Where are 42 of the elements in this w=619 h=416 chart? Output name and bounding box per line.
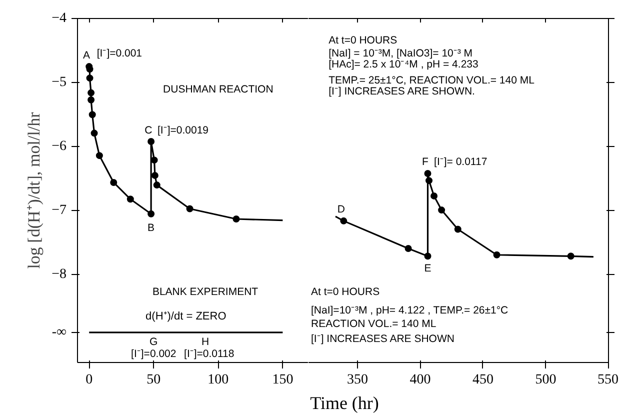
annotation: TEMP.= 25±1°C, REACTION VOL.= 140 ML — [328, 74, 535, 87]
annotation: F — [422, 156, 428, 168]
x-tick-label: 0 — [86, 372, 93, 388]
x-tick-label: 450 — [472, 372, 494, 388]
annotation: BLANK EXPERIMENT — [152, 286, 259, 298]
y-tick-label: −4 — [52, 11, 67, 26]
x-tick-label: 550 — [598, 372, 618, 388]
annotation: C — [144, 124, 153, 137]
series-label: d(H⁺)/dt = ZERO — [146, 310, 227, 322]
y-tick-label: -∞ — [52, 324, 67, 340]
y-tick-label: −7 — [52, 203, 67, 218]
annotation: [HAc]= 2.5 x 10⁻⁴M , pH = 4.233 — [328, 58, 478, 71]
annotation: [I⁻]=0.002 — [131, 348, 176, 360]
annotation: E — [424, 262, 432, 274]
annotation: B — [148, 222, 155, 234]
annotation: A — [83, 50, 90, 62]
annotation: [I⁻] INCREASES ARE SHOWN — [311, 332, 454, 345]
annotation: [I⁻]= 0.0117 — [434, 156, 488, 168]
y-tick-label: −6 — [52, 139, 67, 154]
y-tick-label: −8 — [52, 267, 67, 282]
annotation: D — [337, 203, 346, 216]
annotation: At t=0 HOURS — [311, 286, 380, 298]
x-tick-label: 400 — [410, 372, 431, 388]
x-tick-label: 500 — [535, 372, 556, 388]
y-axis-title: log [d(H⁺)/dt], mol/l/hr — [24, 112, 44, 269]
x-tick-label: 350 — [346, 372, 368, 388]
annotation: [I⁻]=0.001 — [96, 48, 142, 60]
annotation: [I⁻] INCREASES ARE SHOWN. — [328, 86, 475, 98]
annotation: DUSHMAN REACTION — [163, 84, 274, 96]
annotation: At t=0 HOURS — [328, 34, 398, 46]
annotation: H — [201, 336, 210, 348]
x-tick-label: 50 — [146, 372, 161, 388]
annotation: [I⁻]=0.0019 — [158, 124, 209, 137]
x-axis-title: Time (hr) — [310, 392, 379, 415]
x-tick-label: 150 — [272, 372, 294, 388]
x-tick-label: 100 — [208, 372, 229, 388]
annotation: G — [150, 336, 158, 348]
annotation: REACTION VOL.= 140 ML — [311, 318, 436, 330]
y-tick-label: −5 — [52, 75, 67, 90]
annotation: [NaI] = 10⁻³M, [NaIO3]= 10⁻³ M — [328, 48, 473, 60]
annotation: [I⁻]=0.0118 — [184, 348, 234, 360]
annotation: [NaI]=10⁻³M , pH= 4.122 , TEMP.= 26±1°C — [311, 304, 509, 317]
